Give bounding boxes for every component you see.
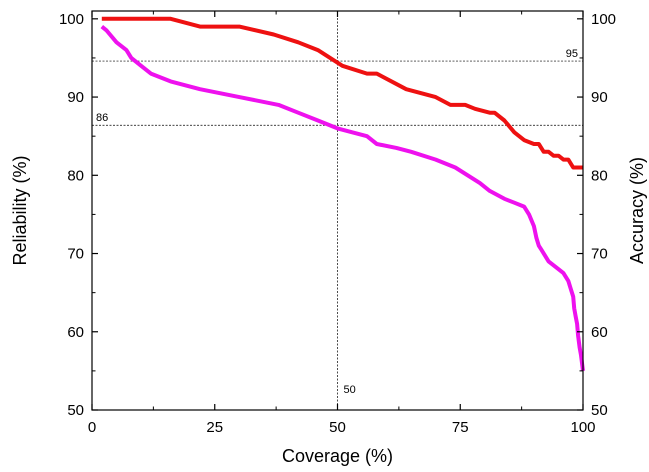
x-tick-label: 100 bbox=[570, 419, 595, 436]
right-y-tick-label: 80 bbox=[591, 167, 608, 184]
x-tick-label: 50 bbox=[329, 419, 346, 436]
right-y-tick-label: 70 bbox=[591, 246, 608, 263]
left-y-tick-label: 90 bbox=[67, 89, 84, 106]
right-y-axis-title: Accuracy (%) bbox=[627, 157, 647, 264]
left-y-tick-label: 70 bbox=[67, 246, 84, 263]
left-y-tick-label: 100 bbox=[59, 11, 84, 28]
right-y-tick-label: 60 bbox=[591, 324, 608, 341]
left-y-tick-label: 60 bbox=[67, 324, 84, 341]
reference-label-95: 95 bbox=[566, 48, 578, 60]
left-y-tick-label: 50 bbox=[67, 402, 84, 419]
left-y-axis-title: Reliability (%) bbox=[10, 155, 30, 265]
reference-label-86: 86 bbox=[96, 112, 108, 124]
right-y-tick-label: 50 bbox=[591, 402, 608, 419]
right-y-tick-label: 100 bbox=[591, 11, 616, 28]
x-tick-label: 25 bbox=[206, 419, 223, 436]
reference-lines: 95 86 50 bbox=[92, 11, 583, 410]
x-tick-label: 75 bbox=[452, 419, 469, 436]
series-line-reliability bbox=[101, 16, 583, 170]
series-line-accuracy bbox=[100, 25, 585, 372]
series-lines bbox=[100, 16, 585, 372]
left-y-tick-label: 80 bbox=[67, 167, 84, 184]
x-axis-title: Coverage (%) bbox=[282, 446, 393, 466]
reference-label-50: 50 bbox=[344, 384, 356, 396]
right-y-tick-label: 90 bbox=[591, 89, 608, 106]
x-tick-label: 0 bbox=[88, 419, 96, 436]
